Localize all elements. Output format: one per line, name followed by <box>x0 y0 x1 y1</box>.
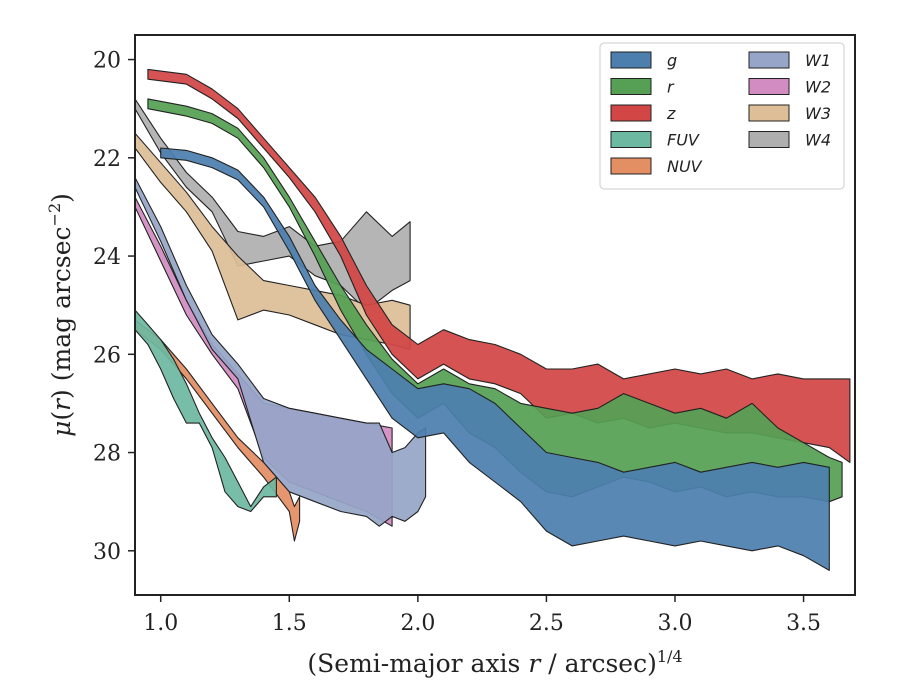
x-tick-label: 1.5 <box>272 611 307 636</box>
x-axis-label: (Semi-major axis r / arcsec)1/4 <box>307 647 682 678</box>
legend-swatch-nuv <box>610 157 652 175</box>
x-axis: 1.0 1.5 2.0 2.5 3.0 3.5 <box>143 595 821 636</box>
plot-area <box>135 68 851 571</box>
legend-label-r: r <box>667 78 675 97</box>
legend-label-nuv: NUV <box>667 157 703 176</box>
legend-label-w4: W4 <box>805 131 831 150</box>
y-tick-label: 26 <box>93 343 121 368</box>
legend-swatch-g <box>610 51 652 69</box>
y-axis: 20 22 24 26 28 30 <box>93 49 135 565</box>
legend-swatch-w1 <box>748 51 790 69</box>
y-tick-label: 20 <box>93 49 121 74</box>
y-tick-label: 22 <box>93 147 121 172</box>
legend-label-fuv: FUV <box>667 131 700 150</box>
legend-swatch-z <box>610 104 652 122</box>
band-z <box>147 68 851 463</box>
y-tick-label: 30 <box>93 540 121 565</box>
band-fuv <box>135 309 277 513</box>
legend-label-w1: W1 <box>805 51 831 70</box>
legend-swatch-w4 <box>748 131 790 148</box>
x-tick-label: 3.0 <box>658 611 693 636</box>
x-tick-label: 1.0 <box>143 611 178 636</box>
legend-label-z: z <box>666 104 676 123</box>
legend-label-w3: W3 <box>805 104 831 123</box>
legend: grz FUV NUV W1 W2 W3 W4 <box>599 42 845 190</box>
legend-swatch-w3 <box>748 104 790 122</box>
y-axis-label: μ(r) (mag arcsec−2) <box>45 193 76 437</box>
y-tick-label: 24 <box>93 245 121 270</box>
y-tick-label: 28 <box>93 442 121 467</box>
band-w1 <box>135 176 427 527</box>
x-tick-label: 3.5 <box>786 611 821 636</box>
x-tick-label: 2.0 <box>400 611 435 636</box>
axes-frame <box>134 34 856 596</box>
legend-label-g: g <box>667 51 677 70</box>
legend-swatch-w2 <box>748 78 790 95</box>
legend-label-w2: W2 <box>805 78 831 97</box>
x-tick-label: 2.5 <box>529 611 564 636</box>
band-g <box>160 147 830 571</box>
legend-swatch-fuv <box>610 131 652 148</box>
legend-swatch-r <box>610 78 652 95</box>
